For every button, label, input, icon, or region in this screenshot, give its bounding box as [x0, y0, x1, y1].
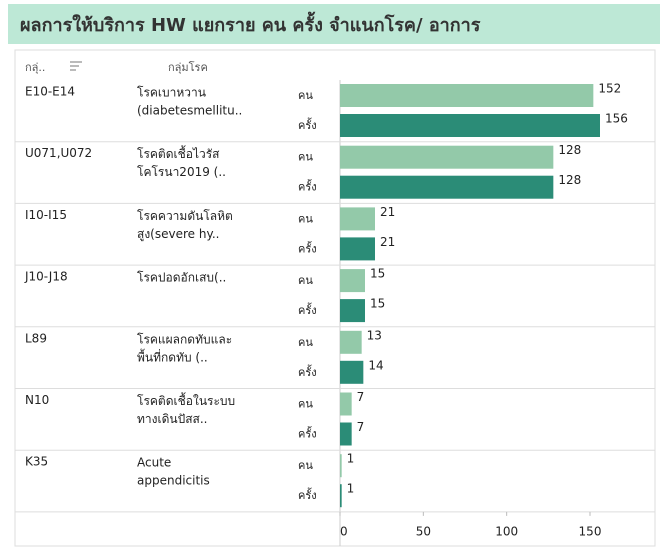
title-band — [8, 4, 660, 44]
x-tick-label: 150 — [579, 524, 602, 538]
category-code: L89 — [25, 331, 47, 345]
measure-label: คน — [298, 212, 313, 225]
group-label: โคโรนา2019 (.. — [137, 165, 226, 179]
measure-label: ครั้ง — [298, 240, 317, 255]
bar — [340, 269, 365, 293]
group-label: โรคความดันโลหิต — [137, 209, 233, 223]
measure-label: คน — [298, 274, 313, 287]
measure-label: คน — [298, 336, 313, 349]
category-code: E10-E14 — [25, 85, 75, 99]
column-header[interactable]: กลุ่.. — [25, 61, 45, 74]
bar — [340, 360, 364, 384]
group-label: ทางเดินปัสส.. — [137, 412, 208, 426]
x-tick-label: 0 — [340, 524, 348, 538]
group-label: สูง(severe hy.. — [137, 227, 219, 242]
bar — [340, 484, 342, 508]
group-label: โรคปอดอักเสบ(.. — [137, 271, 226, 285]
sort-icon[interactable] — [70, 61, 82, 71]
value-label: 15 — [370, 297, 385, 311]
value-label: 15 — [370, 267, 385, 281]
value-label: 128 — [558, 173, 581, 187]
bar — [340, 392, 352, 416]
measure-label: ครั้ง — [298, 302, 317, 317]
measure-label: ครั้ง — [298, 364, 317, 379]
measure-label: คน — [298, 151, 313, 164]
value-label: 21 — [380, 205, 395, 219]
group-label: appendicitis — [137, 474, 210, 488]
category-code: K35 — [25, 455, 48, 469]
x-tick-label: 100 — [495, 524, 518, 538]
bar — [340, 237, 375, 261]
category-code: I10-I15 — [25, 208, 67, 222]
group-label: โรคเบาหวาน — [137, 86, 206, 100]
table-frame — [14, 49, 656, 547]
bar — [340, 422, 352, 446]
measure-label: ครั้ง — [298, 426, 317, 441]
value-label: 14 — [368, 358, 383, 372]
bar — [340, 114, 600, 137]
value-label: 1 — [347, 482, 355, 496]
measure-label: คน — [298, 398, 313, 411]
group-label: Acute — [137, 456, 171, 470]
value-label: 13 — [367, 328, 382, 342]
bar — [340, 175, 554, 199]
bar — [340, 330, 362, 354]
bar — [340, 207, 375, 231]
measure-label: ครั้ง — [298, 487, 317, 502]
category-code: N10 — [25, 393, 49, 407]
bar — [340, 145, 554, 169]
value-label: 128 — [558, 143, 581, 157]
bar — [340, 299, 365, 323]
bar — [340, 84, 594, 107]
measure-label: ครั้ง — [298, 179, 317, 194]
value-label: 7 — [357, 390, 365, 404]
chart-title: ผลการให้บริการ HW แยกราย คน ครั้ง จำแนกโ… — [20, 11, 481, 36]
measure-label: ครั้ง — [298, 117, 317, 132]
value-label: 156 — [605, 112, 628, 126]
group-label: (diabetesmellitu.. — [137, 104, 242, 118]
category-code: J10-J18 — [24, 270, 68, 284]
column-header: กลุ่มโรค — [168, 60, 208, 74]
category-code: U071,U072 — [25, 146, 92, 160]
bar — [340, 454, 342, 478]
group-label: พื้นที่กดทับ (.. — [137, 348, 208, 364]
value-label: 1 — [347, 452, 355, 466]
group-label: โรคติดเชื้อไวรัส — [137, 145, 220, 161]
measure-label: คน — [298, 459, 313, 472]
value-label: 21 — [380, 235, 395, 249]
group-label: โรคแผลกดทับและ — [137, 332, 232, 346]
value-label: 7 — [357, 420, 365, 434]
measure-label: คน — [298, 89, 313, 102]
x-tick-label: 50 — [416, 524, 431, 538]
value-label: 152 — [598, 82, 621, 96]
group-label: โรคติดเชื้อในระบบ — [137, 392, 235, 408]
